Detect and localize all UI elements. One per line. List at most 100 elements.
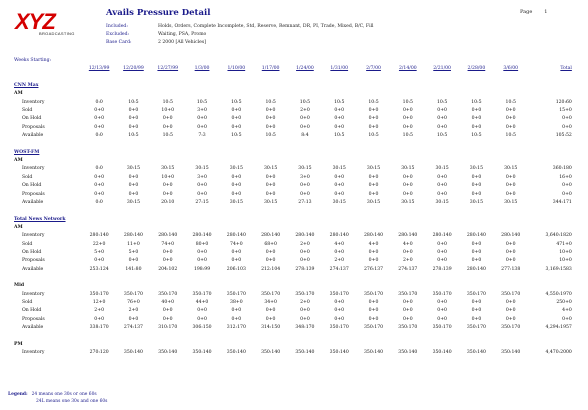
page-number: 1 bbox=[544, 9, 548, 15]
table-cell: 0+0 bbox=[471, 124, 482, 130]
column-header: 3/6/00 bbox=[503, 66, 519, 72]
table-cell: 30:15 bbox=[435, 166, 449, 172]
table-cell: 0+0 bbox=[300, 249, 310, 255]
table-cell: 0+0 bbox=[402, 316, 413, 322]
table-cell: 27:13 bbox=[298, 199, 312, 205]
table-cell: 10+0 bbox=[559, 258, 572, 264]
table-row: Proposals 0+0 0+0 0+0 0+0 0+0 0+0 0+0 0+0 0+0 0+0 0… bbox=[14, 316, 574, 324]
table-cell: 350:170 bbox=[501, 291, 521, 297]
table-cell: 350:140 bbox=[398, 350, 418, 356]
company-logo: XYZ BROADCASTING bbox=[15, 11, 85, 39]
column-header: 12/20/99 bbox=[123, 66, 144, 72]
row-label: On Hold bbox=[22, 308, 42, 314]
table-cell: 0+0 bbox=[471, 241, 482, 247]
table-cell: 68+0 bbox=[264, 241, 277, 247]
table-cell: 350:170 bbox=[192, 291, 212, 297]
table-cell: 314:150 bbox=[261, 325, 281, 330]
column-header: 1/17/00 bbox=[261, 66, 280, 72]
table-cell: 4+0 bbox=[368, 241, 379, 247]
table-row: Inventory 350:170 350:170 350:170 350:170 350… bbox=[14, 291, 574, 299]
table-cell: 0+0 bbox=[562, 191, 572, 197]
table-cell: 350:170 bbox=[295, 291, 315, 297]
table-cell: 3+0 bbox=[300, 174, 310, 180]
table-cell: 0+0 bbox=[505, 116, 516, 122]
table-cell: 0+0 bbox=[437, 316, 447, 322]
daypart-name: AM bbox=[14, 91, 23, 97]
section-row: Total News Network bbox=[14, 216, 574, 224]
table-cell: 0+0 bbox=[300, 183, 310, 189]
table-cell: 0+0 bbox=[402, 299, 413, 305]
row-label: Proposals bbox=[22, 316, 45, 322]
page-label: Page bbox=[520, 9, 533, 15]
legend-line: 24L means one 30s and one 60s bbox=[36, 399, 108, 404]
table-cell: 0+0 bbox=[402, 124, 413, 130]
table-cell: 0+0 bbox=[437, 249, 447, 255]
criteria-row: Excluded: Waiting, PSA, Promo bbox=[106, 31, 374, 39]
table-cell: 0+0 bbox=[162, 124, 173, 130]
table-cell: 10:5 bbox=[299, 99, 311, 105]
table-cell: 2+0 bbox=[128, 308, 139, 314]
table-cell: 105:52 bbox=[555, 133, 572, 139]
table-cell: 0+0 bbox=[437, 174, 447, 180]
table-cell: 0:0 bbox=[95, 133, 103, 139]
table-cell: 0+0 bbox=[505, 299, 516, 305]
table-cell: 76+0 bbox=[127, 299, 140, 305]
table-cell: 4+0 bbox=[402, 241, 413, 247]
table-cell: 0+0 bbox=[505, 258, 516, 264]
table-cell: 0+0 bbox=[368, 316, 379, 322]
table-row: Proposals 0+0 0+0 0+0 0+0 0+0 0+0 0+0 0+0 0+0 0+0 0… bbox=[14, 191, 574, 199]
table-cell: 22+0 bbox=[92, 241, 106, 247]
section-name: Total News Network bbox=[14, 216, 66, 222]
row-label: Inventory bbox=[22, 291, 45, 297]
table-cell: 350:140 bbox=[363, 350, 384, 356]
table-cell: 0+0 bbox=[231, 258, 242, 264]
table-cell: 280:140 bbox=[501, 233, 521, 239]
table-cell: 0+0 bbox=[505, 183, 516, 189]
table-cell: 0+0 bbox=[437, 124, 447, 130]
table-cell: 10+0 bbox=[161, 108, 175, 114]
daypart-row: AM bbox=[14, 90, 574, 98]
table-cell: 0+0 bbox=[94, 316, 104, 322]
table-cell: 0+0 bbox=[368, 258, 379, 264]
table-cell: 27:15 bbox=[195, 199, 209, 205]
table-cell: 3,640:1820 bbox=[545, 233, 572, 239]
report-title: Avails Pressure Detail bbox=[106, 8, 211, 18]
row-label: Available bbox=[22, 133, 44, 139]
table-cell: 10:5 bbox=[162, 99, 173, 105]
table-cell: 0+0 bbox=[94, 124, 104, 130]
row-label-header bbox=[14, 65, 82, 73]
table-cell: 350:170 bbox=[466, 325, 486, 330]
column-header: 1/10/00 bbox=[227, 66, 246, 72]
column-header: 1/24/00 bbox=[296, 66, 314, 72]
table-cell: 0+0 bbox=[265, 316, 276, 322]
table-cell: 0+0 bbox=[197, 258, 207, 264]
table-cell: 253:124 bbox=[89, 266, 109, 272]
column-header: 1/3/00 bbox=[194, 66, 210, 72]
table-cell: 0+0 bbox=[368, 124, 379, 130]
table-cell: 10:5 bbox=[436, 99, 448, 105]
row-label: Inventory bbox=[22, 233, 45, 239]
table-cell: 0+0 bbox=[231, 174, 242, 180]
legend-label: Legend: bbox=[8, 392, 28, 397]
criteria-value: 2 2000 [All Vehicles] bbox=[158, 40, 206, 45]
table-cell: 0+0 bbox=[300, 116, 310, 122]
table-cell: 0+0 bbox=[471, 316, 482, 322]
table-row: Available 253:124 141:80 204:102 198:99 206:1… bbox=[14, 266, 574, 274]
table-cell: 30:15 bbox=[366, 166, 381, 172]
table-cell: 0+0 bbox=[505, 249, 516, 255]
table-cell: 10:5 bbox=[196, 99, 208, 105]
table-cell: 0+0 bbox=[128, 316, 139, 322]
table-cell: 350:170 bbox=[89, 291, 109, 297]
table-cell: 10+0 bbox=[559, 249, 572, 255]
table-cell: 350:170 bbox=[261, 291, 281, 297]
row-label: Sold bbox=[22, 241, 33, 247]
section-row: WOST-FM bbox=[14, 149, 574, 157]
table-cell: 2+0 bbox=[300, 299, 310, 305]
table-cell: 12+0 bbox=[92, 299, 106, 305]
table-cell: 276:137 bbox=[363, 266, 384, 272]
table-cell: 350:170 bbox=[398, 325, 418, 330]
table-row: On Hold 5+0 5+0 0+0 0+0 0+0 0+0 0+0 0+0 0+0 0+0 0+0… bbox=[14, 249, 574, 257]
table-cell: 0+0 bbox=[505, 316, 516, 322]
table-row: Inventory 0:0 10:5 10:5 10:5 10:5 10:5 10:5 10:5… bbox=[14, 99, 574, 107]
table-cell: 10:5 bbox=[471, 99, 482, 105]
